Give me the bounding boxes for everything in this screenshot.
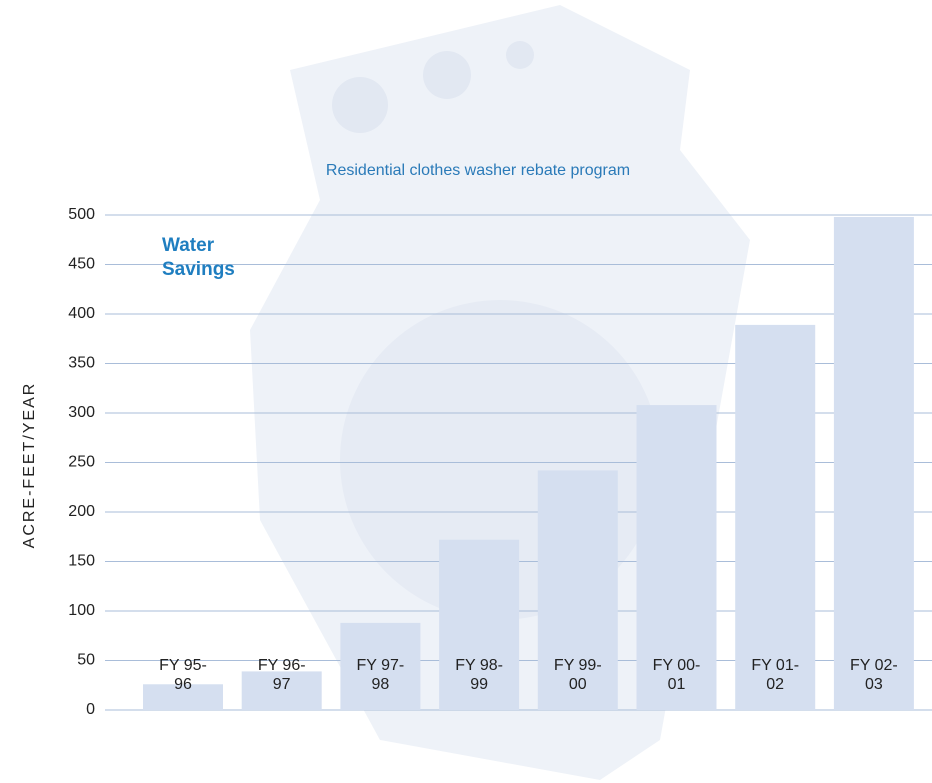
y-tick-label: 350 [68, 355, 95, 372]
bar [833, 216, 914, 711]
y-tick-label: 450 [68, 256, 95, 273]
y-tick-label: 500 [68, 206, 95, 223]
y-tick-label: 300 [68, 404, 95, 421]
y-tick-label: 50 [77, 652, 95, 669]
y-tick-label: 200 [68, 503, 95, 520]
x-tick-label: FY 97-98 [356, 657, 405, 693]
bar [143, 684, 223, 710]
y-tick-label: 250 [68, 454, 95, 471]
bar [241, 671, 322, 710]
bar [636, 405, 717, 710]
bar [439, 539, 520, 710]
y-tick-label: 100 [68, 602, 95, 619]
y-axis-label: ACRE-FEET/YEAR [21, 382, 38, 549]
bar [340, 622, 421, 710]
y-tick-label: 400 [68, 305, 95, 322]
x-tick-label: FY 95-96 [159, 657, 207, 693]
x-tick-label: FY 00-01 [652, 657, 701, 693]
x-tick-label: FY 01-02 [751, 657, 800, 693]
annotation: Water Savings [162, 235, 235, 280]
bar [735, 324, 816, 710]
x-tick-label: FY 96-97 [257, 657, 306, 693]
chart-title: Residential clothes washer rebate progra… [325, 162, 631, 179]
x-tick-label: FY 98-99 [455, 657, 503, 693]
bar [537, 470, 618, 710]
x-tick-label: FY 99-00 [553, 657, 602, 693]
x-tick-label: FY 02-03 [850, 657, 898, 693]
y-tick-label: 0 [86, 701, 95, 718]
y-tick-label: 150 [68, 553, 95, 570]
